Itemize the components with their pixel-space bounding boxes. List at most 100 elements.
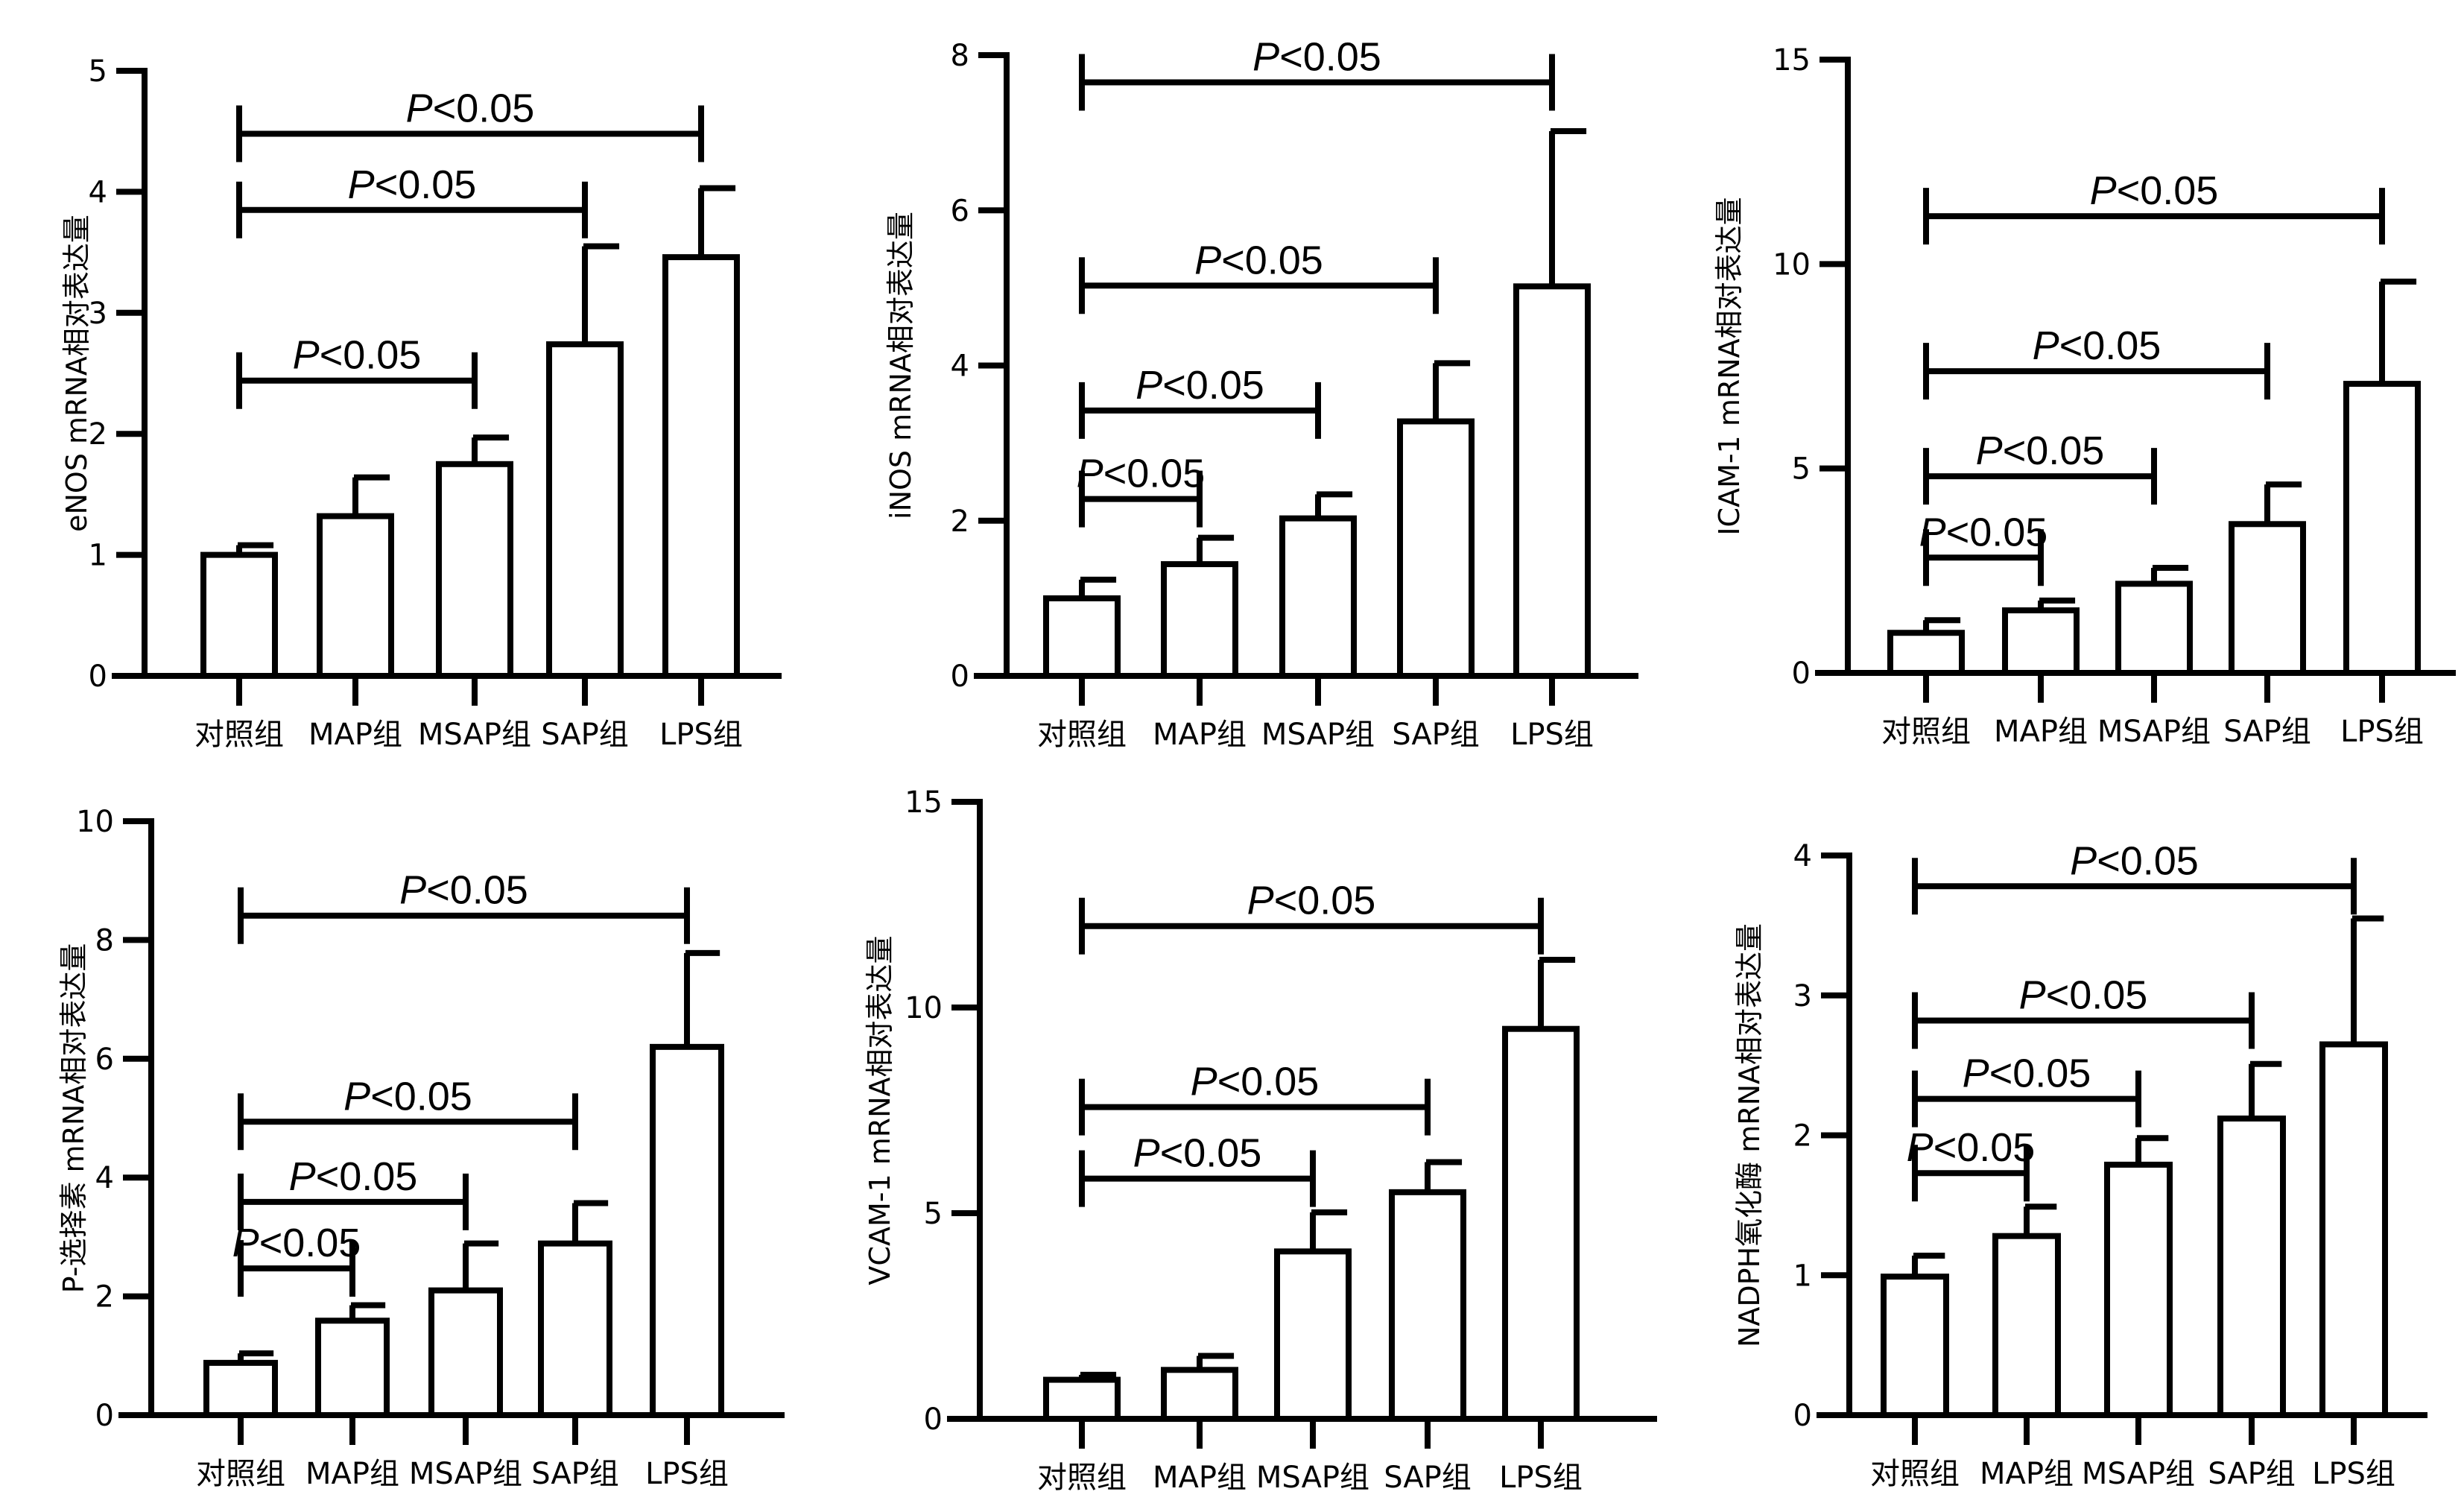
bar — [1881, 1274, 1949, 1418]
significance-label: P<0.05 — [1191, 1060, 1320, 1104]
bar — [200, 551, 278, 679]
x-tick-label: 对照组 — [196, 1457, 285, 1491]
p-symbol: P — [1252, 34, 1279, 79]
p-threshold: <0.05 — [1162, 363, 1264, 408]
significance-bracket: P<0.05 — [1079, 879, 1544, 955]
x-tick-label: LPS组 — [645, 1457, 729, 1491]
y-tick-label: 2 — [951, 504, 969, 539]
bar — [650, 1043, 724, 1418]
significance-bracket: P<0.05 — [1907, 1125, 2036, 1202]
x-tick-label: LPS组 — [2340, 715, 2424, 749]
significance-label: P<0.05 — [293, 333, 422, 378]
y-tick-label: 5 — [1792, 452, 1811, 487]
significance-label: P<0.05 — [2090, 168, 2219, 213]
p-threshold: <0.05 — [1933, 1125, 2036, 1170]
significance-label: P<0.05 — [343, 1074, 472, 1119]
p-symbol: P — [2033, 323, 2059, 368]
significance-label: P<0.05 — [1919, 510, 2048, 554]
x-tick-label: LPS组 — [2312, 1457, 2395, 1491]
p-symbol: P — [1194, 238, 1221, 282]
x-tick-label: 对照组 — [1870, 1457, 1960, 1491]
significance-bracket: P<0.05 — [236, 86, 704, 162]
x-tick-label: 对照组 — [1037, 718, 1127, 752]
x-tick-label: LPS组 — [1510, 718, 1594, 752]
p-threshold: <0.05 — [2059, 323, 2161, 368]
significance-label: P<0.05 — [2070, 838, 2199, 883]
y-tick-label: 4 — [951, 349, 969, 384]
p-threshold: <0.05 — [1217, 1060, 1320, 1104]
p-threshold: <0.05 — [259, 1221, 361, 1265]
significance-bracket: P<0.05 — [1077, 452, 1206, 528]
y-tick-label: 0 — [1793, 1399, 1812, 1433]
significance-label: P<0.05 — [1252, 34, 1381, 79]
p-symbol: P — [232, 1221, 259, 1265]
bar — [1043, 1376, 1121, 1423]
y-axis-label: VCAM-1 mRNA相对表达量 — [864, 935, 896, 1285]
bar — [2229, 521, 2306, 676]
p-threshold: <0.05 — [2046, 973, 2148, 1018]
significance-label: P<0.05 — [406, 86, 535, 130]
p-threshold: <0.05 — [370, 1074, 472, 1119]
significance-label: P<0.05 — [2033, 323, 2161, 368]
p-symbol: P — [1907, 1125, 1933, 1170]
significance-label: P<0.05 — [1907, 1125, 2036, 1170]
significance-bracket: P<0.05 — [236, 162, 588, 238]
x-tick-label: MSAP组 — [418, 718, 531, 752]
significance-label: P<0.05 — [232, 1221, 361, 1265]
p-symbol: P — [1919, 510, 1946, 554]
bar — [1279, 515, 1357, 679]
significance-bracket: P<0.05 — [1923, 428, 2157, 505]
p-threshold: <0.05 — [2117, 168, 2219, 213]
x-tick-label: SAP组 — [2223, 715, 2311, 749]
y-tick-label: 0 — [95, 1399, 114, 1433]
bar — [2217, 1115, 2286, 1418]
significance-bracket: P<0.05 — [1923, 168, 2385, 245]
significance-label: P<0.05 — [1136, 363, 1264, 408]
p-threshold: <0.05 — [2003, 428, 2105, 473]
p-symbol: P — [1247, 879, 1274, 923]
p-threshold: <0.05 — [320, 333, 422, 378]
significance-bracket: P<0.05 — [236, 333, 478, 409]
y-tick-label: 5 — [89, 54, 107, 89]
x-tick-label: 对照组 — [194, 718, 284, 752]
significance-bracket: P<0.05 — [1912, 838, 2357, 915]
x-tick-label: MAP组 — [305, 1457, 399, 1491]
significance-label: P<0.05 — [289, 1154, 418, 1199]
significance-bracket: P<0.05 — [1923, 323, 2270, 400]
y-tick-label: 8 — [95, 923, 114, 958]
y-tick-label: 10 — [905, 991, 943, 1025]
y-tick-label: 4 — [89, 175, 107, 209]
y-tick-label: 10 — [1773, 247, 1811, 282]
bar — [2115, 581, 2193, 677]
x-tick-label: MSAP组 — [2097, 715, 2211, 749]
significance-label: P<0.05 — [1077, 452, 1206, 496]
y-tick-label: 15 — [905, 785, 943, 820]
bar — [1397, 418, 1475, 679]
bar — [1992, 1233, 2061, 1419]
significance-bracket: P<0.05 — [1079, 238, 1439, 314]
p-threshold: <0.05 — [426, 868, 528, 913]
p-threshold: <0.05 — [1989, 1051, 2091, 1096]
x-tick-label: SAP组 — [1392, 718, 1480, 752]
bar — [1043, 595, 1121, 679]
y-tick-label: 0 — [1792, 657, 1811, 691]
bar — [2319, 1041, 2388, 1419]
y-tick-label: 5 — [924, 1197, 943, 1231]
p-symbol: P — [289, 1154, 316, 1199]
bar — [203, 1359, 278, 1419]
p-threshold: <0.05 — [2097, 838, 2199, 883]
y-tick-label: 6 — [951, 194, 969, 228]
p-threshold: <0.05 — [1279, 34, 1381, 79]
bar — [1502, 1025, 1580, 1422]
p-symbol: P — [1077, 452, 1103, 496]
p-symbol: P — [343, 1074, 370, 1119]
significance-label: P<0.05 — [1976, 428, 2105, 473]
y-tick-label: 1 — [1793, 1259, 1812, 1293]
x-tick-label: MAP组 — [1994, 715, 2088, 749]
p-threshold: <0.05 — [316, 1154, 418, 1199]
x-tick-label: 对照组 — [1037, 1461, 1127, 1495]
y-tick-label: 3 — [89, 297, 107, 331]
